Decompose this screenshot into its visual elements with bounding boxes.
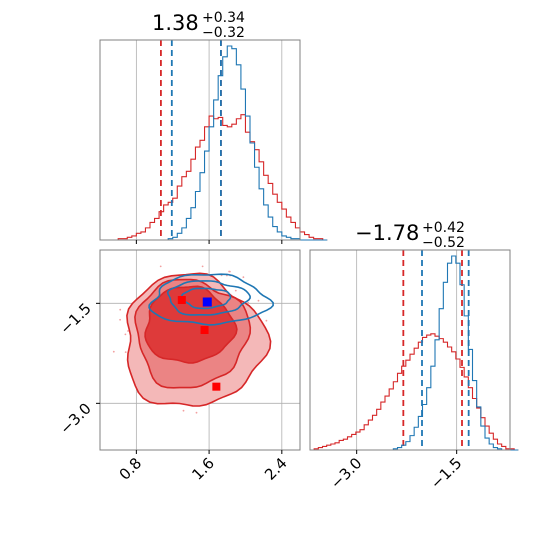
title-param-1-minus: −0.52 (422, 235, 465, 251)
sample-point (234, 289, 237, 292)
sample-point (119, 318, 121, 321)
sample-point (127, 330, 129, 332)
histogram-p0-series-0 (100, 114, 328, 241)
sample-point (119, 308, 122, 311)
sample-point (242, 276, 245, 279)
marker-red-0 (177, 296, 186, 304)
sample-point (124, 351, 127, 353)
title-param-0: 1.38 +0.34 −0.32 (152, 10, 245, 41)
sample-point (124, 333, 127, 336)
contour-red-inner (144, 285, 238, 364)
title-param-0-value: 1.38 (152, 11, 199, 35)
title-param-0-minus: −0.32 (202, 25, 245, 41)
contour-panel (99, 249, 301, 451)
sample-point (112, 350, 115, 353)
title-param-1: −1.78 +0.42 −0.52 (355, 220, 465, 251)
contour-blue-middle (166, 280, 251, 316)
marker-blue-0 (202, 297, 212, 307)
histogram-panel-param-1 (309, 249, 519, 451)
sample-point (265, 319, 268, 322)
sample-point (159, 265, 162, 268)
title-param-0-plus: +0.34 (202, 10, 245, 26)
marker-red-2 (212, 382, 221, 391)
sample-point (182, 409, 185, 412)
contour-blue-outer (148, 273, 274, 326)
sample-point (228, 270, 231, 273)
sample-point (195, 411, 198, 414)
marker-red-1 (200, 326, 209, 334)
sample-point (257, 299, 260, 302)
title-param-1-plus: +0.42 (422, 220, 465, 236)
sample-point (247, 301, 250, 304)
sample-point (201, 265, 204, 268)
title-param-1-value: −1.78 (355, 221, 419, 245)
histogram-panel-param-0 (99, 39, 328, 241)
